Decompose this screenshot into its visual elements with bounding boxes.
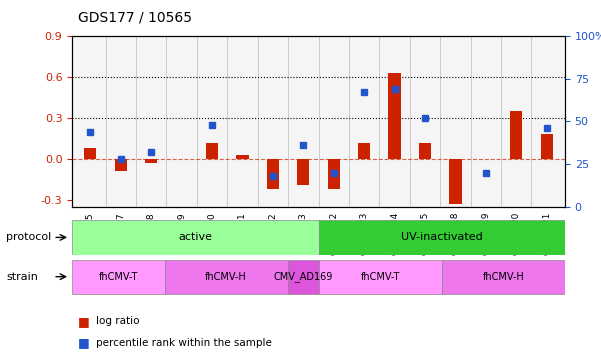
Bar	[388, 73, 401, 159]
Text: strain: strain	[6, 272, 38, 282]
Bar	[419, 143, 431, 159]
Text: percentile rank within the sample: percentile rank within the sample	[96, 338, 272, 348]
Bar	[328, 159, 340, 189]
Bar	[236, 155, 249, 159]
FancyBboxPatch shape	[72, 220, 319, 255]
FancyBboxPatch shape	[319, 220, 565, 255]
Text: active: active	[178, 232, 212, 242]
Text: fhCMV-H: fhCMV-H	[483, 272, 524, 282]
Text: ■: ■	[78, 315, 90, 328]
Bar	[267, 159, 279, 189]
Bar	[358, 143, 370, 159]
Bar	[297, 159, 310, 185]
Text: ■: ■	[78, 336, 90, 349]
FancyBboxPatch shape	[165, 260, 288, 294]
Text: fhCMV-H: fhCMV-H	[206, 272, 247, 282]
FancyBboxPatch shape	[319, 260, 442, 294]
Bar	[145, 159, 157, 163]
FancyBboxPatch shape	[288, 260, 319, 294]
Text: protocol: protocol	[6, 232, 51, 242]
Text: UV-inactivated: UV-inactivated	[401, 232, 483, 242]
Text: fhCMV-T: fhCMV-T	[361, 272, 400, 282]
Bar	[450, 159, 462, 204]
Text: GDS177 / 10565: GDS177 / 10565	[78, 11, 192, 25]
FancyBboxPatch shape	[442, 260, 565, 294]
Bar	[510, 111, 522, 159]
Bar	[84, 148, 96, 159]
Text: CMV_AD169: CMV_AD169	[273, 271, 333, 282]
Text: log ratio: log ratio	[96, 316, 139, 326]
Bar	[115, 159, 127, 171]
FancyBboxPatch shape	[72, 260, 165, 294]
Text: fhCMV-T: fhCMV-T	[99, 272, 138, 282]
Bar	[206, 143, 218, 159]
Bar	[541, 134, 553, 159]
